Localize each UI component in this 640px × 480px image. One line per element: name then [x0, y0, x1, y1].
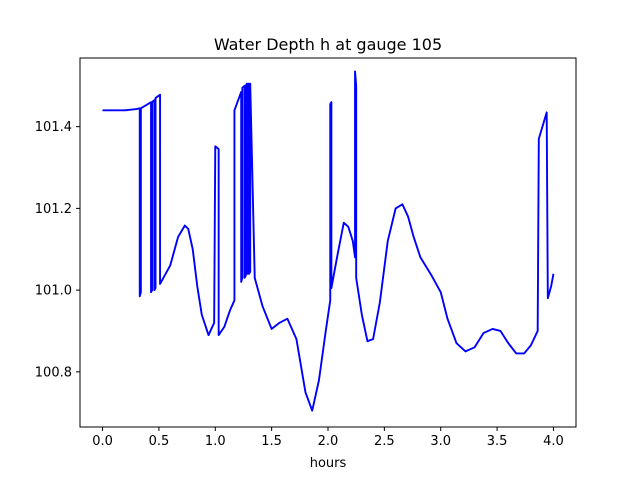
x-tick-label: 1.5: [261, 434, 282, 449]
x-tick-label: 3.0: [430, 434, 451, 449]
x-tick-label: 2.0: [318, 434, 339, 449]
x-tick-label: 2.5: [374, 434, 395, 449]
y-tick-label: 101.2: [35, 202, 72, 217]
x-tick-label: 3.5: [487, 434, 508, 449]
y-axis-ticks: 100.8 101.0 101.2 101.4: [35, 120, 80, 380]
x-axis-ticks: 0.0 0.5 1.0 1.5 2.0 2.5 3.0 3.5 4.0: [92, 427, 564, 449]
x-tick-label: 4.0: [543, 434, 564, 449]
x-axis-label: hours: [310, 456, 347, 471]
chart-title: Water Depth h at gauge 105: [214, 35, 442, 54]
y-tick-label: 100.8: [35, 365, 72, 380]
y-tick-label: 101.0: [35, 284, 72, 299]
x-tick-label: 0.5: [149, 434, 170, 449]
y-tick-label: 101.4: [35, 120, 72, 135]
x-tick-label: 0.0: [92, 434, 113, 449]
x-tick-label: 1.0: [205, 434, 226, 449]
series-line-water-depth: [102, 70, 555, 412]
